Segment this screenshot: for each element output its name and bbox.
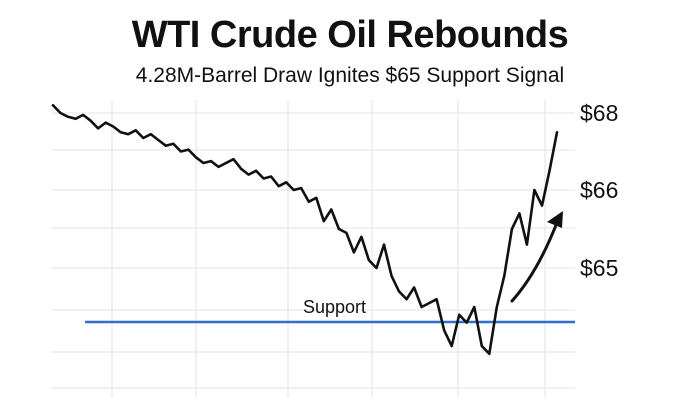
gridlines xyxy=(52,100,575,398)
series-line-wti xyxy=(51,104,559,356)
y-axis-ticks: $68 $66 $65 xyxy=(580,100,618,281)
y-tick-label: $68 xyxy=(580,100,618,126)
y-tick-label: $65 xyxy=(580,255,618,281)
support-label: Support xyxy=(303,297,366,317)
y-tick-label: $66 xyxy=(580,177,618,203)
chart-title: WTI Crude Oil Rebounds xyxy=(131,14,569,56)
rebound-arrow xyxy=(510,211,563,303)
chart-subtitle: 4.28M-Barrel Draw Ignites $65 Support Si… xyxy=(135,64,565,87)
